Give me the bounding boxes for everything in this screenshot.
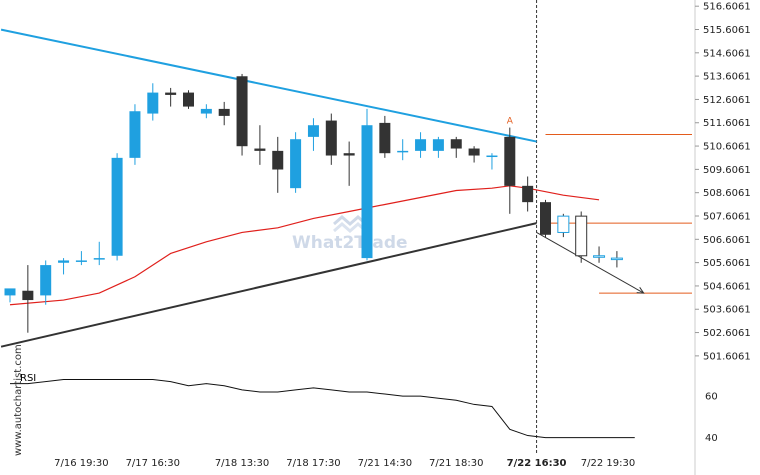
time-tick-label: 7/22 19:30: [581, 458, 635, 469]
watermark-logo-2: [333, 222, 367, 233]
side-text: www.autochartist.com: [13, 344, 24, 456]
price-tick-label: 513.6061: [703, 72, 751, 83]
time-tick-label: 7/18 17:30: [286, 458, 340, 469]
price-tick-label: 516.6061: [703, 2, 751, 13]
candle-body: [272, 150, 284, 170]
candle-body: [379, 122, 391, 154]
time-tick-label: 7/21 18:30: [429, 458, 483, 469]
candles: A: [4, 73, 623, 333]
rsi-tick-label: 60: [705, 392, 718, 403]
price-tick-label: 509.6061: [703, 165, 751, 176]
candle-body: [325, 120, 337, 156]
watermark-logo: [333, 215, 367, 226]
time-tick-label: 7/16 19:30: [54, 458, 108, 469]
candle-body: [147, 92, 159, 114]
candle-body: [415, 139, 427, 151]
candle-body: [504, 136, 516, 186]
candle-body: [236, 76, 248, 147]
candle-body: [4, 288, 16, 296]
candle-body: [343, 153, 355, 156]
ma-line: [9, 185, 600, 306]
candle-body: [397, 150, 409, 153]
rsi-tick-label: 40: [705, 433, 718, 444]
time-tick-label: 7/18 13:30: [215, 458, 269, 469]
candle-body: [254, 148, 266, 151]
price-tick-label: 501.6061: [703, 351, 751, 362]
trendlines: [0, 28, 537, 348]
price-tick-label: 507.6061: [703, 211, 751, 222]
candle-body: [557, 215, 570, 233]
projection-arrowhead: [636, 287, 645, 294]
price-tick-label: 510.6061: [703, 142, 751, 153]
watermark-icon: [333, 215, 367, 233]
projection-line: [536, 232, 644, 294]
time-tick-label: 7/22 16:30: [507, 458, 567, 469]
candle-body: [200, 108, 212, 114]
price-levels: [536, 134, 692, 294]
candle-body: [307, 125, 319, 137]
candle-body: [593, 255, 606, 258]
candle-body: [40, 265, 52, 296]
price-tick-label: 502.6061: [703, 328, 751, 339]
candle-body: [22, 290, 34, 301]
candle-body: [432, 139, 444, 151]
candle-body: [450, 139, 462, 149]
upper-trendline: [0, 28, 537, 143]
candle-body: [610, 257, 623, 261]
grid: [536, 0, 696, 475]
candle-body: [58, 260, 70, 263]
price-tick-label: 503.6061: [703, 305, 751, 316]
price-tick-label: 512.6061: [703, 95, 751, 106]
price-tick-label: 508.6061: [703, 188, 751, 199]
rsi-panel: 60 40: [10, 379, 718, 444]
candle-body: [468, 148, 480, 156]
candle-body: [111, 157, 123, 256]
price-tick-label: 511.6061: [703, 118, 751, 129]
price-axis: 516.6061 515.6061 514.6061 513.6061 512.6061…: [695, 2, 751, 362]
candle-body: [93, 258, 105, 260]
watermark: What2Trade: [292, 233, 408, 253]
time-tick-label: 7/17 16:30: [126, 458, 180, 469]
ma-series-line: [9, 185, 600, 306]
candle-body: [75, 260, 87, 262]
candle-body: [540, 202, 551, 235]
candle-body: [290, 139, 302, 189]
price-tick-label: 515.6061: [703, 25, 751, 36]
price-tick-label: 504.6061: [703, 281, 751, 292]
candle-body: [129, 111, 141, 158]
rsi-series-line: [10, 379, 635, 439]
price-tick-label: 506.6061: [703, 235, 751, 246]
candle-body: [361, 125, 373, 259]
lower-trendline: [0, 222, 537, 348]
candle-body: [522, 185, 534, 203]
candle-body: [486, 155, 498, 158]
price-tick-label: 514.6061: [703, 48, 751, 59]
candle-body: [218, 108, 230, 116]
candle-body: [575, 215, 588, 257]
rsi-label: RSI: [20, 373, 36, 384]
time-axis: 7/16 19:30 7/17 16:30 7/18 13:30 7/18 17:30…: [54, 458, 635, 469]
pattern-marker: A: [507, 117, 514, 127]
candle-body: [165, 92, 177, 95]
time-tick-label: 7/21 14:30: [358, 458, 412, 469]
price-tick-label: 505.6061: [703, 258, 751, 269]
candle-body: [183, 92, 194, 107]
